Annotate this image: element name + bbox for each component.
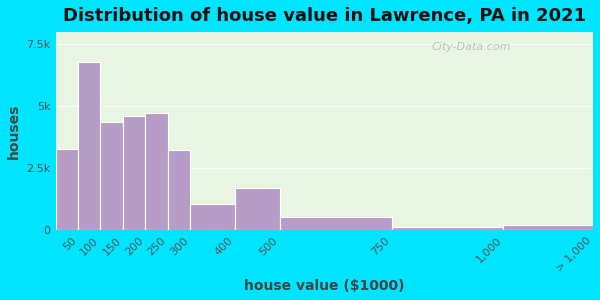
Bar	[123, 116, 145, 230]
Bar	[503, 225, 593, 230]
Bar	[392, 227, 503, 230]
Bar	[190, 204, 235, 230]
Bar	[145, 112, 167, 230]
X-axis label: house value ($1000): house value ($1000)	[244, 279, 404, 293]
Bar	[78, 62, 100, 230]
Bar	[280, 217, 392, 230]
Text: City-Data.com: City-Data.com	[432, 42, 511, 52]
Bar	[100, 122, 123, 230]
Bar	[235, 188, 280, 230]
Bar	[56, 148, 78, 230]
Y-axis label: houses: houses	[7, 103, 21, 159]
Title: Distribution of house value in Lawrence, PA in 2021: Distribution of house value in Lawrence,…	[63, 7, 586, 25]
Bar	[167, 150, 190, 230]
